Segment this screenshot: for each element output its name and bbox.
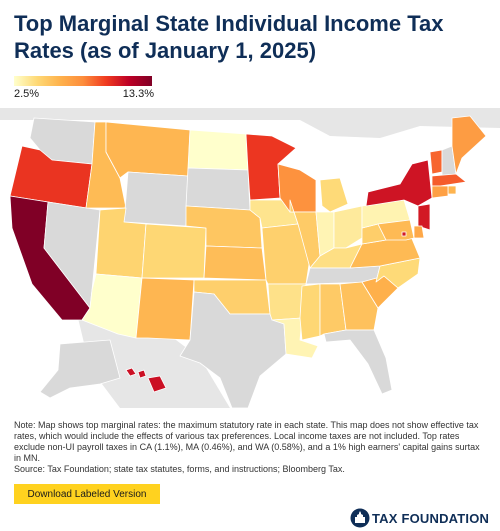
- note-text: Note: Map shows top marginal rates: the …: [14, 420, 480, 463]
- state-OH: [333, 205, 363, 249]
- state-RI: [447, 185, 457, 195]
- state-NY: [365, 159, 433, 207]
- map-title: Top Marginal State Individual Income Tax…: [14, 11, 444, 63]
- state-TX: [179, 291, 287, 408]
- capitol-icon: [350, 508, 370, 528]
- state-VT: [429, 149, 443, 175]
- state-KS: [203, 245, 267, 281]
- map-note: Note: Map shows top marginal rates: the …: [14, 420, 488, 475]
- state-GA: [339, 281, 379, 331]
- state-SD: [185, 167, 251, 211]
- state-FL: [323, 329, 393, 395]
- us-states-map: [0, 108, 500, 408]
- tax-foundation-logo[interactable]: TAX FOUNDATION: [350, 508, 490, 528]
- state-CO: [141, 223, 207, 279]
- state-NJ: [417, 203, 431, 231]
- download-labeled-button[interactable]: Download Labeled Version: [14, 484, 160, 504]
- state-ME: [451, 115, 487, 175]
- logo-text: TAX FOUNDATION: [372, 511, 490, 526]
- state-DE: [413, 225, 425, 239]
- state-MS: [299, 283, 321, 341]
- mexico-region: [78, 318, 230, 408]
- state-AK: [39, 339, 121, 399]
- state-MT: [105, 121, 191, 179]
- state-MA: [431, 173, 467, 187]
- state-NM: [135, 277, 195, 341]
- state-CT: [431, 185, 449, 199]
- canada-region: [0, 108, 500, 138]
- state-MI: [319, 177, 349, 213]
- legend-max-label: 13.3%: [122, 88, 154, 100]
- legend-min-label: 2.5%: [14, 88, 40, 100]
- legend-gradient: [14, 76, 152, 86]
- source-text: Source: Tax Foundation; state tax statut…: [14, 464, 345, 474]
- color-legend: 2.5% 13.3%: [14, 76, 154, 100]
- state-DC: [401, 231, 407, 237]
- state-ND: [187, 129, 249, 171]
- state-HI: [125, 367, 167, 393]
- state-WY: [123, 171, 189, 227]
